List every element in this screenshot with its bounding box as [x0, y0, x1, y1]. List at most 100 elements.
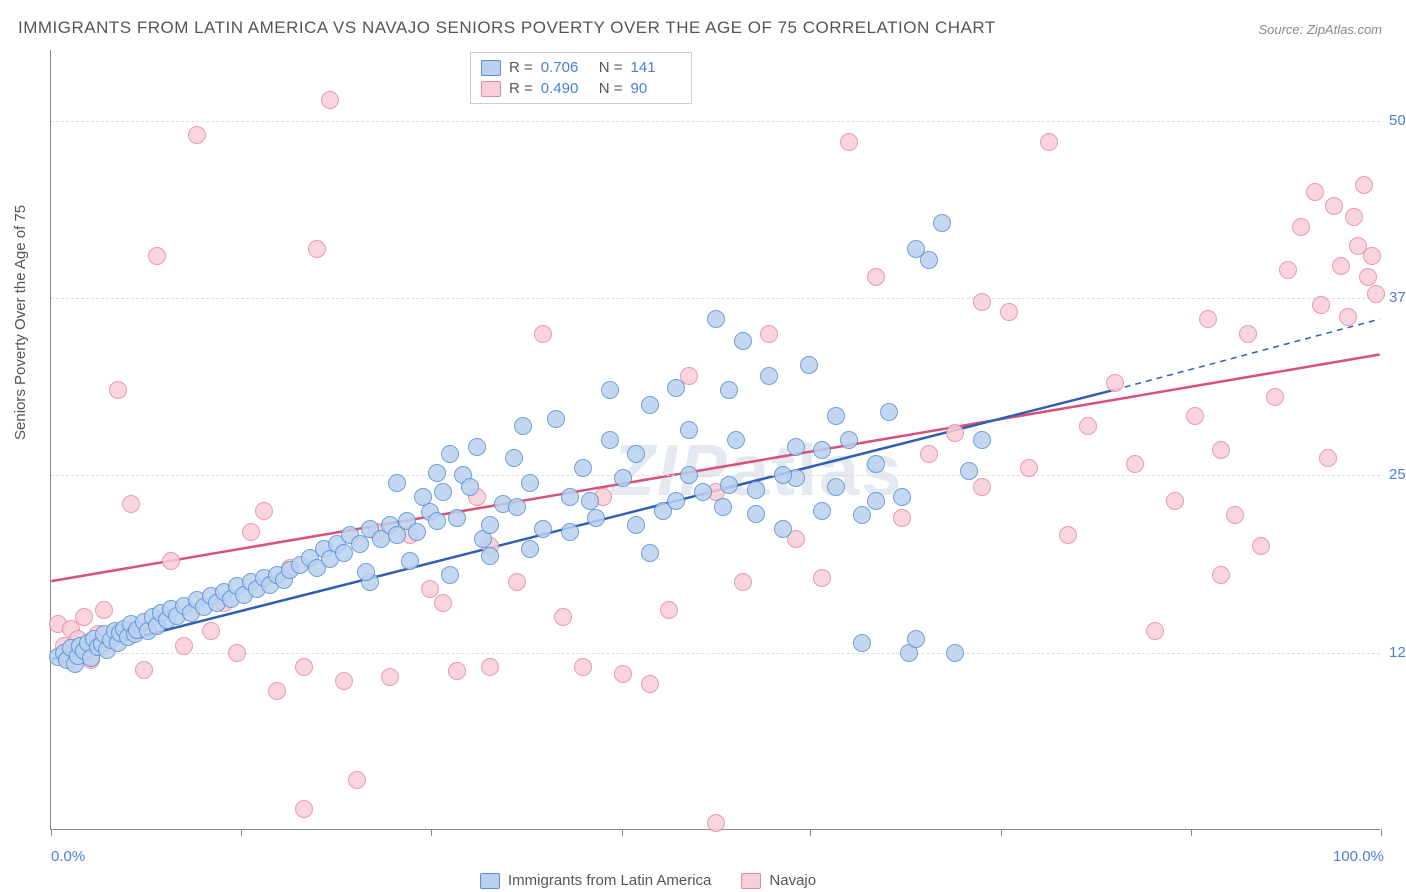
y-axis-label: Seniors Poverty Over the Age of 75 — [12, 205, 29, 440]
data-point — [335, 672, 353, 690]
data-point — [601, 431, 619, 449]
y-tick-label: 25.0% — [1389, 466, 1406, 483]
data-point — [1339, 308, 1357, 326]
x-tick-mark — [1191, 829, 1192, 836]
data-point — [1020, 459, 1038, 477]
legend-label: Immigrants from Latin America — [508, 872, 711, 889]
data-point — [521, 540, 539, 558]
data-point — [880, 403, 898, 421]
data-point — [122, 495, 140, 513]
x-tick-mark — [622, 829, 623, 836]
data-point — [534, 520, 552, 538]
data-point — [907, 630, 925, 648]
n-label: N = — [599, 80, 623, 97]
data-point — [534, 325, 552, 343]
n-value: 90 — [631, 80, 681, 97]
legend-swatch — [481, 81, 501, 97]
data-point — [720, 476, 738, 494]
data-point — [1292, 218, 1310, 236]
x-tick-mark — [51, 829, 52, 836]
data-point — [760, 367, 778, 385]
data-point — [867, 268, 885, 286]
data-point — [946, 644, 964, 662]
data-point — [481, 658, 499, 676]
data-point — [867, 455, 885, 473]
legend-item: Navajo — [741, 872, 816, 889]
stats-legend-row: R =0.490N =90 — [481, 78, 681, 99]
x-tick-mark — [1381, 829, 1382, 836]
data-point — [348, 771, 366, 789]
data-point — [853, 634, 871, 652]
data-point — [1239, 325, 1257, 343]
data-point — [587, 509, 605, 527]
data-point — [295, 658, 313, 676]
data-point — [787, 438, 805, 456]
x-tick-label: 0.0% — [51, 848, 85, 865]
data-point — [574, 658, 592, 676]
data-point — [1359, 268, 1377, 286]
data-point — [973, 293, 991, 311]
legend-swatch — [481, 60, 501, 76]
data-point — [627, 445, 645, 463]
data-point — [1266, 388, 1284, 406]
data-point — [1345, 208, 1363, 226]
data-point — [747, 481, 765, 499]
data-point — [1325, 197, 1343, 215]
data-point — [1312, 296, 1330, 314]
data-point — [1306, 183, 1324, 201]
legend-swatch — [480, 873, 500, 889]
data-point — [75, 608, 93, 626]
data-point — [268, 682, 286, 700]
data-point — [162, 552, 180, 570]
data-point — [800, 356, 818, 374]
data-point — [1040, 133, 1058, 151]
data-point — [441, 566, 459, 584]
data-point — [1059, 526, 1077, 544]
data-point — [1166, 492, 1184, 510]
data-point — [601, 381, 619, 399]
data-point — [614, 469, 632, 487]
data-point — [1332, 257, 1350, 275]
data-point — [680, 466, 698, 484]
gridline — [51, 298, 1380, 299]
data-point — [505, 449, 523, 467]
data-point — [514, 417, 532, 435]
data-point — [481, 516, 499, 534]
data-point — [448, 509, 466, 527]
data-point — [581, 492, 599, 510]
y-tick-label: 50.0% — [1389, 112, 1406, 129]
plot-area: ZIPatlas 12.5%25.0%37.5%50.0%0.0%100.0% — [50, 50, 1380, 830]
chart-title: IMMIGRANTS FROM LATIN AMERICA VS NAVAJO … — [18, 18, 996, 38]
data-point — [893, 509, 911, 527]
data-point — [441, 445, 459, 463]
data-point — [1319, 449, 1337, 467]
data-point — [188, 126, 206, 144]
data-point — [1186, 407, 1204, 425]
data-point — [840, 133, 858, 151]
data-point — [1199, 310, 1217, 328]
data-point — [734, 332, 752, 350]
x-tick-mark — [810, 829, 811, 836]
source-attribution: Source: ZipAtlas.com — [1258, 22, 1382, 37]
data-point — [853, 506, 871, 524]
data-point — [747, 505, 765, 523]
r-value: 0.706 — [541, 59, 591, 76]
data-point — [893, 488, 911, 506]
data-point — [1146, 622, 1164, 640]
x-tick-mark — [1001, 829, 1002, 836]
data-point — [381, 668, 399, 686]
data-point — [554, 608, 572, 626]
data-point — [95, 601, 113, 619]
data-point — [448, 662, 466, 680]
data-point — [428, 512, 446, 530]
data-point — [521, 474, 539, 492]
data-point — [667, 379, 685, 397]
data-point — [109, 381, 127, 399]
gridline — [51, 475, 1380, 476]
data-point — [694, 483, 712, 501]
data-point — [508, 573, 526, 591]
data-point — [428, 464, 446, 482]
watermark: ZIPatlas — [611, 430, 903, 512]
legend-label: Navajo — [769, 872, 816, 889]
trend-line — [51, 355, 1379, 582]
